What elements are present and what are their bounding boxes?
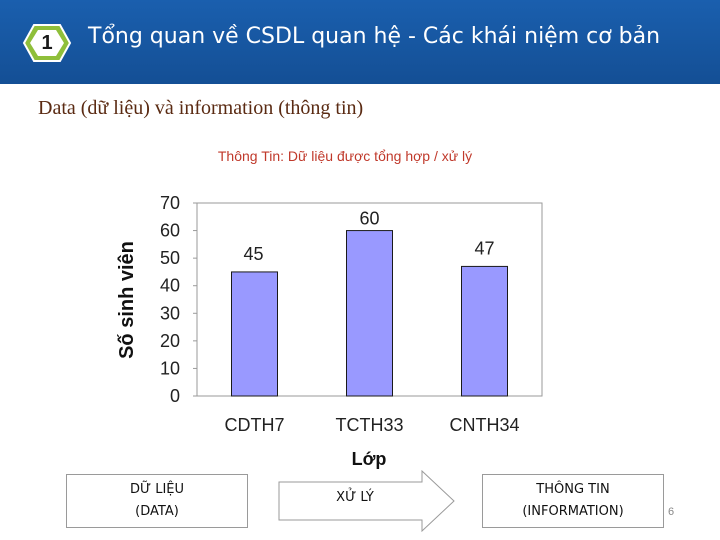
bar-cdth7 — [231, 271, 278, 397]
information-box: THÔNG TIN (INFORMATION) — [482, 474, 664, 528]
badge-number: 1 — [41, 31, 53, 54]
process-label: XỬ LÝ — [336, 490, 374, 505]
y-tick-label: 60 — [160, 221, 180, 241]
y-tick-label: 10 — [160, 358, 180, 378]
y-tick-label: 40 — [160, 276, 180, 296]
y-tick-label: 70 — [160, 193, 180, 213]
slide-number-badge: 1 — [20, 22, 74, 64]
badge-shape-icon — [22, 24, 72, 62]
data-box: DỮ LIỆU (DATA) — [66, 474, 248, 528]
data-box-sublabel: (DATA) — [135, 504, 179, 519]
information-box-label: THÔNG TIN — [536, 482, 610, 497]
y-tick-label: 30 — [160, 303, 180, 323]
slide-subtitle: Data (dữ liệu) và information (thông tin… — [38, 97, 364, 119]
data-label: 45 — [243, 244, 263, 264]
process-arrow-icon — [278, 470, 455, 532]
slide-header: 1 Tổng quan về CSDL quan hệ - Các khái n… — [0, 0, 720, 84]
y-tick-label: 20 — [160, 331, 180, 351]
x-tick-label: CDTH7 — [224, 415, 284, 435]
x-tick-label: TCTH33 — [335, 415, 403, 435]
page-number: 6 — [668, 506, 675, 518]
x-tick-label: CNTH34 — [449, 415, 519, 435]
bar-cnth34 — [461, 265, 508, 397]
data-label: 60 — [359, 209, 379, 229]
data-label: 47 — [474, 238, 494, 258]
bar-tcth33 — [346, 230, 393, 397]
y-tick-label: 0 — [170, 386, 180, 406]
data-box-label: DỮ LIỆU — [129, 482, 185, 497]
x-axis-label: Lớp — [352, 449, 387, 469]
y-tick-label: 50 — [160, 248, 180, 268]
chart-title: Thông Tin: Dữ liệu được tổng hợp / xử lý — [218, 148, 472, 164]
information-box-sublabel: (INFORMATION) — [522, 504, 624, 519]
header-title: Tổng quan về CSDL quan hệ - Các khái niệ… — [88, 24, 661, 49]
y-axis-label: Số sinh viên — [116, 241, 138, 359]
